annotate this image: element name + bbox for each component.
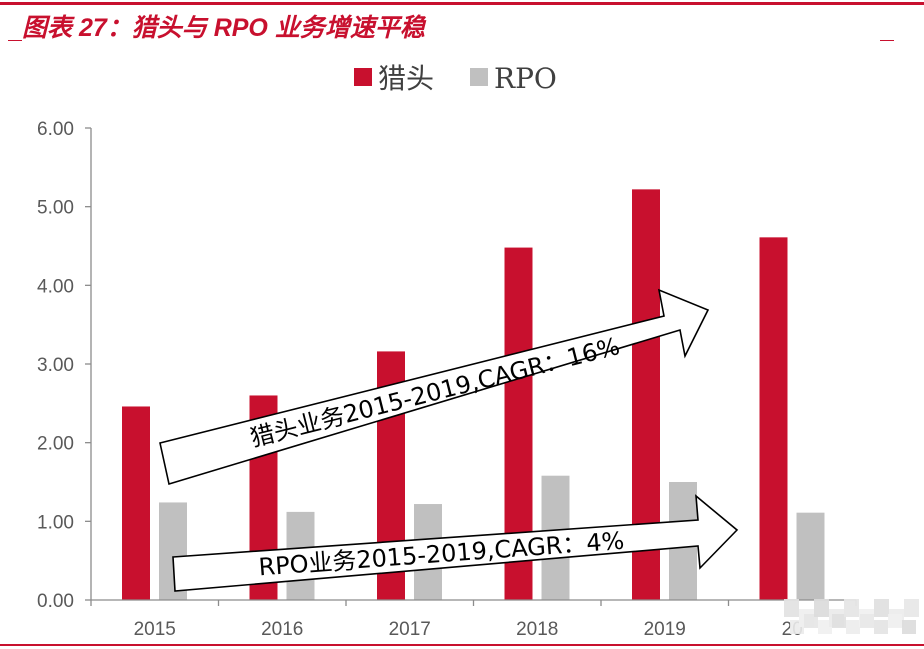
x-tick-label: 2016 <box>261 619 303 640</box>
legend: 猎头 RPO <box>354 62 557 95</box>
cagr-arrow-rpo <box>172 494 739 592</box>
y-tick-label: 3.00 <box>37 355 74 376</box>
y-axis: 0.00 1.00 2.00 3.00 4.00 5.00 6.00 <box>37 119 92 612</box>
title-underline-right <box>880 40 894 41</box>
legend-swatch <box>354 68 372 86</box>
x-tick-label: 2017 <box>389 619 431 640</box>
cagr-arrow-headhunting <box>159 288 710 486</box>
bar-rpo-20 <box>796 512 825 600</box>
legend-swatch <box>470 68 488 86</box>
x-tick-label: 2015 <box>134 619 176 640</box>
legend-label: 猎头 <box>378 62 434 95</box>
y-tick-label: 2.00 <box>37 434 74 455</box>
y-tick-label: 5.00 <box>37 198 74 219</box>
figure-title: 图表 27：猎头与 RPO 业务增速平稳 <box>22 14 425 42</box>
legend-label: RPO <box>494 62 557 95</box>
top-rule <box>0 2 924 5</box>
y-tick-label: 4.00 <box>37 276 74 297</box>
cagr-label-headhunting: 猎头业务2015-2019,CAGR：16% <box>247 332 622 452</box>
x-tick-label: 2018 <box>516 619 558 640</box>
y-tick-label: 1.00 <box>37 512 74 533</box>
y-tick-label: 6.00 <box>37 119 74 140</box>
y-tick-label: 0.00 <box>37 591 74 612</box>
bottom-rule <box>0 644 924 646</box>
title-underline-left <box>8 40 22 41</box>
x-axis: 2015201620172018201920 <box>90 599 919 640</box>
bar-headhunting-20 <box>759 237 788 600</box>
x-tick-label: 2019 <box>644 619 686 640</box>
bar-headhunting-2015 <box>122 406 150 600</box>
watermark-blur <box>784 599 919 634</box>
